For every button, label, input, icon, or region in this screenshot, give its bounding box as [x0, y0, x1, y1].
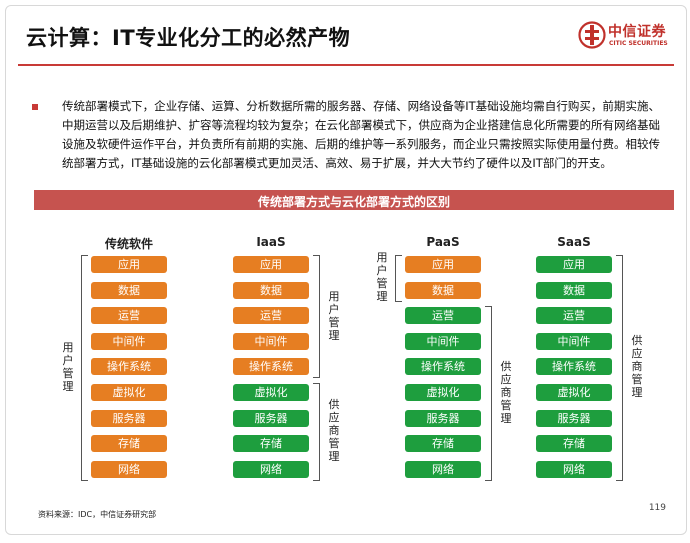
layer-box: 运营 [91, 307, 167, 325]
diagram-title: 传统部署方式与云化部署方式的区别 [257, 195, 450, 209]
company-logo: 中信证券 CITIC SECURITIES [578, 20, 668, 52]
layer-box: 应用 [91, 256, 167, 273]
layer-box: 存储 [536, 435, 612, 453]
slide: 云计算：IT专业化分工的必然产物 中信证券 CITIC SECURITIES 传… [5, 5, 687, 535]
layer-box: 存储 [91, 435, 167, 453]
layer-box: 运营 [405, 307, 481, 325]
layer-box: 服务器 [91, 409, 167, 427]
layer-box: 虚拟化 [405, 384, 481, 401]
layer-box: 运营 [233, 307, 309, 325]
layer-box: 网络 [405, 460, 481, 478]
logo-text-cn: 中信证券 [608, 24, 666, 40]
column-header: PaaS [426, 235, 460, 249]
page-title: 云计算：IT专业化分工的必然产物 [26, 26, 351, 50]
layer-box: 服务器 [405, 409, 481, 427]
layer-box: 存储 [233, 435, 309, 453]
layer-box: 数据 [536, 281, 612, 299]
title-divider [18, 64, 674, 66]
logo-text-en: CITIC SECURITIES [609, 40, 668, 47]
page-number: 119 [648, 503, 666, 513]
column-header: 传统软件 [104, 237, 153, 251]
layer-box: 中间件 [405, 332, 481, 350]
vendor-managed-brace [313, 383, 320, 481]
vendor-managed-label: 供应商管理 [631, 334, 643, 400]
diagram-banner: 传统部署方式与云化部署方式的区别 [34, 190, 674, 210]
layer-box: 运营 [536, 307, 612, 325]
layer-box: 应用 [536, 256, 612, 273]
vendor-managed-label: 供应商管理 [328, 398, 340, 464]
layer-box: 数据 [405, 281, 481, 299]
column-header: IaaS [256, 235, 286, 249]
layer-box: 数据 [91, 281, 167, 299]
layer-box: 存储 [405, 435, 481, 453]
layer-box: 虚拟化 [91, 384, 167, 401]
layer-box: 中间件 [233, 332, 309, 350]
layer-box: 操作系统 [405, 358, 481, 376]
layer-box: 操作系统 [233, 358, 309, 376]
vendor-managed-brace [616, 255, 623, 481]
vendor-managed-brace [485, 306, 492, 481]
user-managed-label: 用户管理 [328, 289, 340, 342]
source-note: 资料来源：IDC，中信证券研究部 [38, 510, 157, 519]
user-managed-brace [313, 255, 320, 379]
column-header: SaaS [557, 235, 591, 249]
layer-box: 网络 [91, 460, 167, 478]
layer-box: 应用 [233, 256, 309, 273]
layer-box: 操作系统 [536, 358, 612, 376]
layer-box: 服务器 [536, 409, 612, 427]
citic-logo-icon [578, 21, 606, 49]
header: 云计算：IT专业化分工的必然产物 中信证券 CITIC SECURITIES [6, 6, 686, 66]
layer-box: 虚拟化 [536, 384, 612, 401]
user-managed-label: 用户管理 [62, 340, 74, 393]
layer-box: 网络 [233, 460, 309, 478]
layer-box: 网络 [536, 460, 612, 478]
layer-box: 操作系统 [91, 358, 167, 376]
user-managed-label: 用户管理 [376, 251, 388, 304]
vendor-managed-label: 供应商管理 [500, 360, 512, 425]
layer-box: 中间件 [91, 332, 167, 350]
user-managed-brace [81, 255, 88, 481]
bullet-marker [32, 104, 38, 110]
intro-paragraph: 传统部署模式下，企业存储、运算、分析数据所需的服务器、存储、网络设备等IT基础设… [62, 99, 660, 170]
layer-box: 数据 [233, 281, 309, 299]
layer-box: 中间件 [536, 332, 612, 350]
layer-box: 服务器 [233, 409, 309, 427]
user-managed-brace [395, 255, 402, 302]
layer-box: 应用 [405, 256, 481, 273]
layer-box: 虚拟化 [233, 384, 309, 401]
